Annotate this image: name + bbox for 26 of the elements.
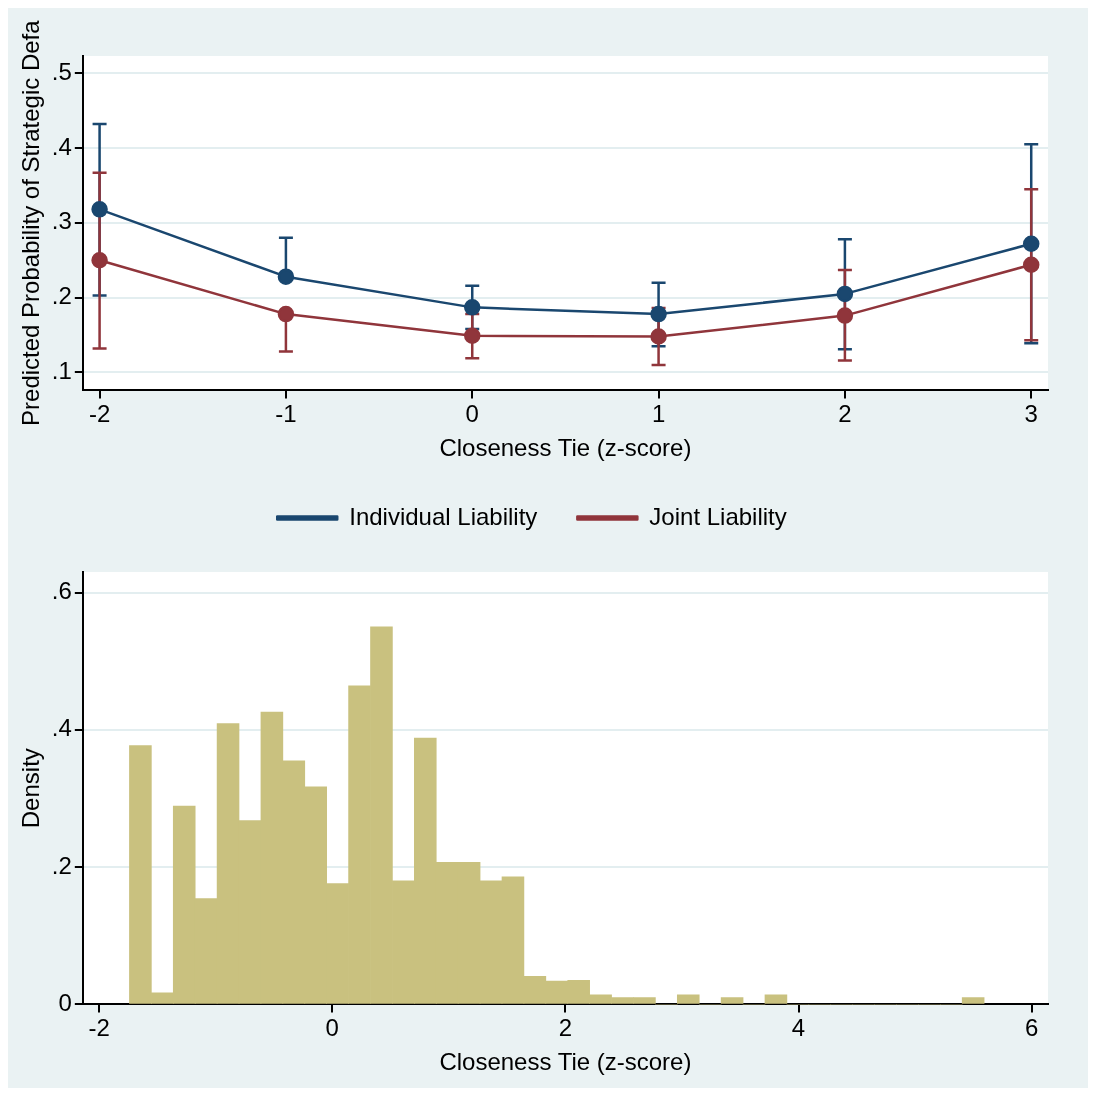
y-tick-label: .4: [51, 714, 72, 742]
x-tick-label: 2: [838, 400, 852, 428]
x-tick-label: -1: [275, 400, 297, 428]
y-tick-label: .2: [51, 851, 72, 879]
y-tick-label: .2: [51, 282, 72, 310]
x-axis-title: Closeness Tie (z-score): [439, 1048, 692, 1076]
x-tick-label: 3: [1024, 400, 1038, 428]
y-tick-label: .1: [51, 357, 72, 385]
x-tick-label: 0: [325, 1014, 339, 1042]
y-tick-label: 0: [58, 989, 72, 1017]
x-tick-label: -2: [88, 1014, 110, 1042]
x-tick-label: 1: [651, 400, 666, 428]
y-axis-title: Density: [17, 748, 45, 829]
y-tick-label: .6: [51, 577, 72, 605]
x-tick-label: 4: [791, 1014, 806, 1042]
x-tick-label: 0: [465, 400, 479, 428]
y-axis-title: Predicted Probability of Strategic Defa: [17, 19, 45, 426]
y-tick-label: .5: [51, 57, 72, 85]
x-tick-label: 2: [558, 1014, 573, 1042]
y-tick-label: .4: [51, 132, 72, 160]
y-tick-label: .3: [51, 207, 72, 235]
x-axis-title: Closeness Tie (z-score): [439, 434, 692, 462]
legend-label: Individual Liability: [349, 502, 538, 530]
x-tick-label: -2: [88, 400, 111, 428]
x-tick-label: 6: [1025, 1014, 1039, 1042]
legend-label: Joint Liability: [649, 502, 787, 530]
